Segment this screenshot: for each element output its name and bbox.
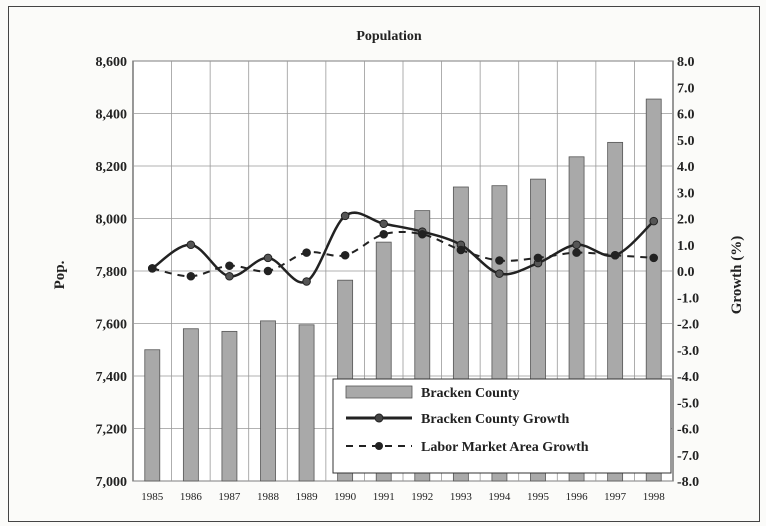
x-tick-label: 1997	[604, 491, 627, 503]
point-labor-market-area-growth	[417, 229, 427, 239]
point-bracken-county-growth	[649, 216, 659, 226]
line-series	[147, 211, 659, 286]
point-labor-market-area-growth	[379, 229, 389, 239]
x-tick-label: 1993	[450, 491, 473, 503]
point-labor-market-area-growth	[147, 264, 157, 273]
x-tick-label: 1986	[180, 491, 203, 503]
x-tick-label: 1996	[566, 491, 589, 503]
point-bracken-county-growth	[495, 269, 504, 278]
legend-marker-growth	[374, 413, 384, 423]
line-bracken-county-growth	[151, 211, 655, 284]
y2-axis-label: Growth (%)	[729, 236, 745, 314]
chart-frame: Population 7,000 7,200 7,400 7,600 7,800 8,00…	[8, 6, 760, 522]
y2-tick-label: -4.0	[677, 370, 699, 385]
population-chart: Population 7,000 7,200 7,400 7,600 7,800 8,00…	[52, 29, 745, 503]
y2-tick-label: -8.0	[677, 475, 699, 490]
point-labor-market-area-growth	[225, 261, 234, 271]
x-tick-label: 1998	[643, 491, 666, 503]
x-tick-label: 1988	[257, 491, 280, 503]
y2-tick-label: 5.0	[677, 134, 695, 149]
legend: Bracken County Bracken County Growth Lab…	[332, 378, 672, 474]
point-labor-market-area-growth	[186, 271, 196, 281]
y2-tick-label: 4.0	[677, 160, 695, 175]
point-bracken-county-growth	[572, 240, 581, 250]
point-labor-market-area-growth	[572, 248, 581, 257]
y-axis-label: Pop.	[52, 260, 68, 289]
y2-tick-label: 8.0	[677, 55, 695, 70]
bar	[298, 324, 315, 482]
x-tick-label: 1991	[373, 491, 395, 503]
y2-tick-label: -6.0	[677, 423, 699, 438]
y-tick-label: 7,000	[96, 475, 128, 490]
legend-swatch-bar	[345, 385, 413, 399]
point-labor-market-area-growth	[302, 248, 311, 257]
point-labor-market-area-growth	[533, 253, 543, 263]
bar	[182, 328, 199, 482]
y-tick-label: 7,600	[96, 318, 128, 333]
y-tick-label: 7,800	[96, 265, 128, 280]
left-axis-ticks: 7,000 7,200 7,400 7,600 7,800 8,000 8,200 8,400…	[96, 55, 128, 490]
x-tick-label: 1994	[488, 491, 511, 503]
legend-label-labor-market-area-growth: Labor Market Area Growth	[421, 440, 589, 455]
bar	[144, 349, 161, 482]
chart-title: Population	[356, 29, 422, 44]
bar	[221, 330, 238, 482]
x-tick-label: 1987	[218, 491, 241, 503]
y2-tick-label: 2.0	[677, 213, 695, 228]
point-labor-market-area-growth	[610, 250, 620, 260]
x-tick-label: 1990	[334, 491, 357, 503]
x-tick-label: 1989	[296, 491, 319, 503]
y2-tick-label: -5.0	[677, 396, 699, 411]
y2-tick-label: -3.0	[677, 344, 699, 359]
y-tick-label: 8,600	[96, 55, 128, 70]
y2-tick-label: -2.0	[677, 318, 699, 333]
point-labor-market-area-growth	[340, 250, 350, 260]
point-bracken-county-growth	[186, 240, 196, 250]
point-bracken-county-growth	[225, 271, 234, 281]
y-tick-label: 7,400	[96, 370, 128, 385]
y2-tick-label: 6.0	[677, 108, 695, 123]
legend-marker-lma-growth	[375, 442, 383, 450]
y2-tick-label: -1.0	[677, 291, 699, 306]
y2-tick-label: -7.0	[677, 449, 699, 464]
y-tick-label: 8,400	[96, 108, 128, 123]
y2-tick-label: 0.0	[677, 265, 695, 280]
bar	[260, 320, 276, 482]
point-labor-market-area-growth	[495, 256, 504, 265]
y-tick-label: 7,200	[96, 423, 128, 438]
x-tick-label: 1985	[141, 491, 164, 503]
x-tick-label: 1992	[411, 491, 433, 503]
y2-tick-label: 3.0	[677, 186, 695, 201]
legend-label-bracken-county: Bracken County	[421, 386, 519, 401]
y2-tick-label: 1.0	[677, 239, 695, 254]
y-tick-label: 8,000	[96, 213, 128, 228]
x-tick-label: 1995	[527, 491, 550, 503]
legend-label-bracken-county-growth: Bracken County Growth	[421, 412, 570, 427]
point-bracken-county-growth	[340, 211, 350, 221]
point-labor-market-area-growth	[649, 253, 659, 263]
y-tick-label: 8,200	[96, 160, 128, 175]
point-bracken-county-growth	[302, 277, 311, 286]
y2-tick-label: 7.0	[677, 81, 695, 96]
x-axis-ticks: 1985 1986 1987 1988 1989 1990 1991 1992 1993 1994…	[141, 491, 665, 503]
point-bracken-county-growth	[379, 219, 389, 229]
point-labor-market-area-growth	[263, 266, 273, 276]
point-labor-market-area-growth	[456, 245, 466, 255]
point-bracken-county-growth	[263, 253, 273, 263]
right-axis-ticks: -8.0 -7.0 -6.0 -5.0 -4.0 -3.0 -2.0 -1.0 0.0 1.0 2.…	[677, 55, 699, 490]
